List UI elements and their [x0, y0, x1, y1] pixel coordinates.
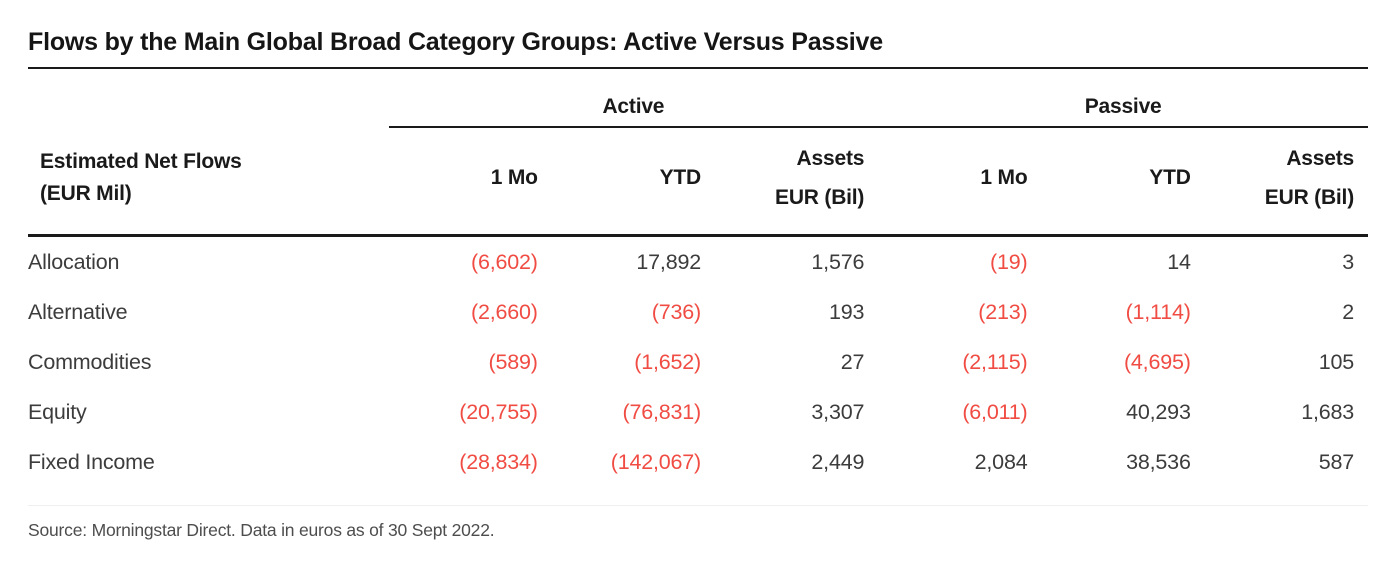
- cell-value: (2,115): [962, 349, 1028, 374]
- assets-header-line2: EUR (Bil): [1264, 186, 1354, 209]
- group-header-spacer: [28, 69, 389, 127]
- row-label: Alternative: [28, 299, 128, 324]
- row-label: Equity: [28, 399, 87, 424]
- column-header-row: Estimated Net Flows (EUR Mil) 1 Mo YTD A…: [28, 127, 1368, 237]
- cell-value: 587: [1318, 449, 1354, 474]
- col-header-passive-1mo: 1 Mo: [878, 127, 1042, 237]
- cell-value: (1,114): [1125, 299, 1191, 324]
- table-bottom-rule: [28, 487, 1368, 506]
- cell-value: 105: [1318, 349, 1354, 374]
- cell-value: 27: [840, 349, 865, 374]
- row-header-line1: Estimated Net Flows: [40, 149, 242, 173]
- col-header-passive-assets: Assets EUR (Bil): [1204, 127, 1368, 237]
- cell-value: (2,660): [471, 299, 538, 324]
- col-header-active-1mo: 1 Mo: [388, 127, 552, 237]
- cell-value: (76,831): [622, 399, 702, 424]
- cell-value: (736): [651, 299, 701, 324]
- row-label: Fixed Income: [28, 449, 155, 474]
- cell-value: (28,834): [459, 449, 538, 474]
- flows-table: Active Passive Estimated Net Flows (EUR …: [28, 69, 1368, 487]
- cell-value: 2,084: [974, 449, 1028, 474]
- cell-value: (142,067): [610, 449, 701, 474]
- cell-value: 14: [1167, 249, 1191, 274]
- col-header-active-ytd: YTD: [551, 127, 715, 237]
- cell-value: 2,449: [811, 449, 865, 474]
- table-row-allocation: Allocation (6,602) 17,892 1,576 (19) 14 …: [28, 236, 1368, 288]
- table-row-commodities: Commodities (589) (1,652) 27 (2,115) (4,…: [28, 337, 1368, 387]
- cell-value: (19): [990, 249, 1028, 274]
- exhibit-title: Flows by the Main Global Broad Category …: [28, 26, 1368, 69]
- group-header-passive: Passive: [878, 69, 1368, 128]
- cell-value: 40,293: [1126, 399, 1191, 424]
- cell-value: (6,602): [471, 249, 538, 274]
- row-header: Estimated Net Flows (EUR Mil): [28, 127, 389, 237]
- table-row-fixed-income: Fixed Income (28,834) (142,067) 2,449 2,…: [28, 437, 1368, 487]
- cell-value: (6,011): [962, 399, 1028, 424]
- cell-value: 1,683: [1301, 399, 1354, 424]
- cell-value: (1,652): [634, 349, 701, 374]
- assets-header-line1: Assets: [1286, 147, 1354, 170]
- cell-value: 3,307: [811, 399, 865, 424]
- cell-value: (589): [488, 349, 538, 374]
- source-note: Source: Morningstar Direct. Data in euro…: [28, 520, 495, 540]
- cell-value: 193: [828, 299, 865, 324]
- cell-value: (4,695): [1123, 349, 1191, 374]
- assets-header-line1: Assets: [796, 147, 865, 170]
- table-row-alternative: Alternative (2,660) (736) 193 (213) (1,1…: [28, 287, 1368, 337]
- cell-value: (213): [978, 299, 1028, 324]
- cell-value: 17,892: [636, 249, 701, 274]
- col-header-active-assets: Assets EUR (Bil): [714, 127, 879, 237]
- group-header-active: Active: [388, 69, 879, 128]
- cell-value: 38,536: [1126, 449, 1191, 474]
- table-row-equity: Equity (20,755) (76,831) 3,307 (6,011) 4…: [28, 387, 1368, 437]
- assets-header-line2: EUR (Bil): [775, 186, 865, 209]
- cell-value: 1,576: [811, 249, 865, 274]
- col-header-passive-ytd: YTD: [1041, 127, 1205, 237]
- cell-value: (20,755): [459, 399, 538, 424]
- row-header-line2: (EUR Mil): [40, 181, 132, 205]
- row-label: Allocation: [28, 249, 120, 274]
- cell-value: 3: [1342, 249, 1354, 274]
- cell-value: 2: [1342, 299, 1354, 324]
- row-label: Commodities: [28, 349, 152, 374]
- group-header-row: Active Passive: [28, 69, 1368, 128]
